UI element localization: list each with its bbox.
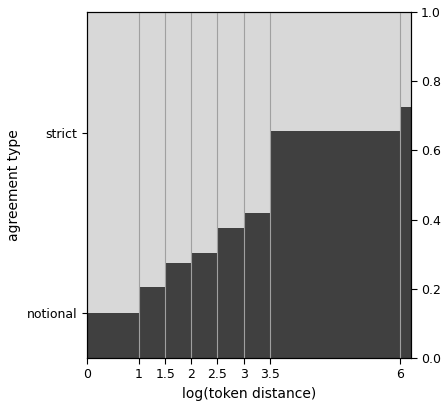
- Bar: [165, 263, 191, 358]
- Bar: [139, 12, 165, 287]
- Bar: [165, 12, 191, 263]
- Bar: [217, 228, 244, 358]
- Bar: [191, 253, 217, 358]
- X-axis label: log(token distance): log(token distance): [181, 387, 316, 401]
- Bar: [400, 12, 411, 107]
- Bar: [217, 12, 244, 228]
- Bar: [139, 287, 165, 358]
- Bar: [191, 12, 217, 253]
- Bar: [87, 12, 139, 313]
- Bar: [270, 131, 400, 358]
- Bar: [270, 12, 400, 131]
- Bar: [87, 313, 139, 358]
- Bar: [244, 12, 270, 213]
- Y-axis label: agreement type: agreement type: [7, 129, 21, 241]
- Bar: [400, 107, 411, 358]
- Bar: [244, 213, 270, 358]
